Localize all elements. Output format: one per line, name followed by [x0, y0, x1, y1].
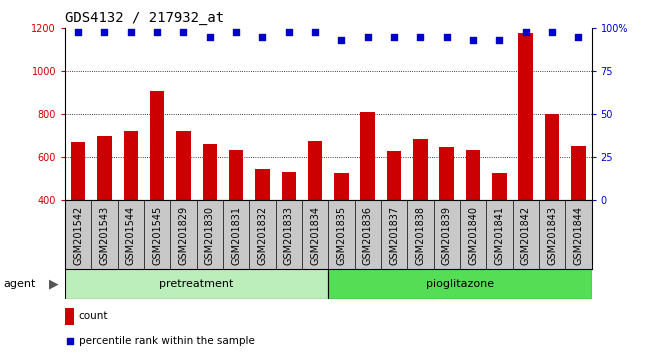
Text: GSM201833: GSM201833: [284, 206, 294, 264]
Text: GDS4132 / 217932_at: GDS4132 / 217932_at: [65, 11, 224, 24]
Point: [125, 29, 136, 35]
Text: count: count: [79, 312, 108, 321]
Text: GSM201832: GSM201832: [257, 206, 267, 265]
Point: [257, 34, 268, 40]
Text: pretreatment: pretreatment: [159, 279, 234, 289]
Text: GSM201844: GSM201844: [573, 206, 583, 264]
Text: GSM201839: GSM201839: [442, 206, 452, 264]
Bar: [176, 131, 190, 286]
Text: GSM201829: GSM201829: [179, 206, 188, 265]
Bar: [466, 150, 480, 286]
Text: pioglitazone: pioglitazone: [426, 279, 494, 289]
Bar: [545, 114, 559, 286]
Text: ▶: ▶: [49, 278, 58, 291]
Point: [64, 338, 75, 344]
Bar: [308, 141, 322, 286]
Text: GSM201830: GSM201830: [205, 206, 214, 264]
Text: GSM201843: GSM201843: [547, 206, 557, 264]
Bar: [571, 146, 586, 286]
Text: GSM201831: GSM201831: [231, 206, 241, 264]
Bar: [229, 150, 243, 286]
Text: GSM201545: GSM201545: [152, 206, 162, 265]
Text: agent: agent: [3, 279, 36, 289]
Bar: [65, 269, 328, 299]
Point: [99, 29, 110, 35]
Point: [415, 34, 426, 40]
Point: [152, 29, 162, 35]
Point: [205, 34, 215, 40]
Point: [573, 34, 584, 40]
Text: GSM201543: GSM201543: [99, 206, 109, 265]
Bar: [361, 112, 375, 286]
Text: GSM201840: GSM201840: [468, 206, 478, 264]
Text: GSM201835: GSM201835: [337, 206, 346, 265]
Point: [389, 34, 399, 40]
Text: GSM201542: GSM201542: [73, 206, 83, 265]
Text: GSM201836: GSM201836: [363, 206, 372, 264]
Bar: [65, 308, 75, 325]
Point: [521, 29, 531, 35]
Bar: [328, 269, 592, 299]
Bar: [334, 173, 348, 286]
Bar: [203, 144, 217, 286]
Bar: [124, 131, 138, 286]
Point: [73, 29, 83, 35]
Point: [494, 38, 504, 43]
Point: [468, 38, 478, 43]
Bar: [492, 173, 506, 286]
Bar: [387, 151, 401, 286]
Text: GSM201838: GSM201838: [415, 206, 425, 264]
Point: [363, 34, 373, 40]
Point: [336, 38, 346, 43]
Bar: [439, 147, 454, 286]
Text: GSM201837: GSM201837: [389, 206, 399, 265]
Point: [310, 29, 320, 35]
Text: GSM201842: GSM201842: [521, 206, 530, 265]
Bar: [71, 142, 85, 286]
Point: [231, 29, 241, 35]
Text: GSM201544: GSM201544: [126, 206, 136, 265]
Bar: [519, 33, 533, 286]
Point: [178, 29, 188, 35]
Text: GSM201841: GSM201841: [495, 206, 504, 264]
Bar: [413, 139, 428, 286]
Bar: [150, 91, 164, 286]
Bar: [281, 172, 296, 286]
Point: [283, 29, 294, 35]
Bar: [98, 136, 112, 286]
Point: [547, 29, 557, 35]
Point: [441, 34, 452, 40]
Text: percentile rank within the sample: percentile rank within the sample: [79, 336, 255, 346]
Text: GSM201834: GSM201834: [310, 206, 320, 264]
Bar: [255, 169, 270, 286]
